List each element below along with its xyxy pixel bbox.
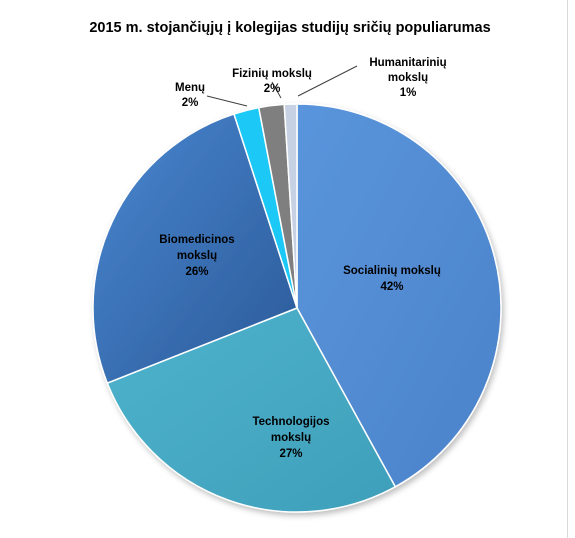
slice-label-2: Technologijos mokslų 27% [252, 416, 329, 460]
leader-line-5 [271, 81, 282, 99]
slice-label-5: Fizinių mokslų 2% [232, 68, 312, 95]
pie-slice-2 [106, 307, 397, 513]
leader-line-6 [297, 65, 358, 97]
slice-label-4: Menų 2% [175, 82, 205, 109]
pie-slice-6 [283, 103, 298, 309]
pie-slice-1 [296, 103, 502, 488]
leader-line-4 [206, 95, 248, 107]
chart-title: 2015 m. stojančiųjų į kolegijas studijų … [89, 20, 490, 36]
slice-label-1: Socialinių mokslų 42% [343, 265, 441, 293]
slice-label-6: Humanitarinių mokslų 1% [369, 57, 446, 99]
slice-label-3: Biomedicinos mokslų 26% [159, 234, 234, 278]
pie-slice-3 [92, 113, 298, 385]
